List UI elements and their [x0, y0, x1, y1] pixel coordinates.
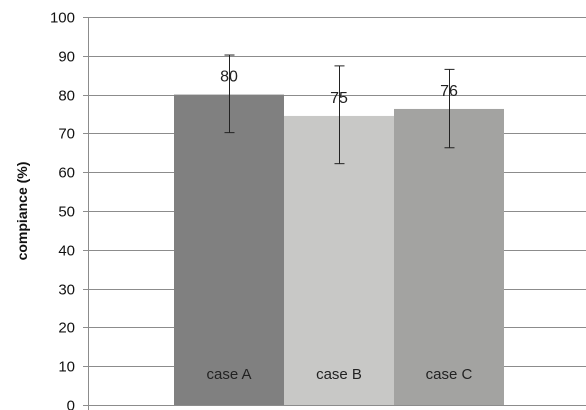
data-label-case-c: 76 [440, 83, 458, 100]
y-tick-label-60: 60 [58, 165, 75, 182]
bars [174, 94, 504, 406]
bar-case-c [394, 108, 504, 406]
data-labels: 80 case A 75 case B 76 case C [206, 69, 472, 383]
y-tick-label-90: 90 [58, 49, 75, 66]
bar-case-a [174, 94, 284, 405]
y-tick-label-70: 70 [58, 126, 75, 143]
y-tick-label-40: 40 [58, 243, 75, 260]
y-axis: 0 10 20 30 40 50 60 70 80 90 100 [50, 10, 89, 410]
y-tick-label-30: 30 [58, 282, 75, 299]
y-tick-label-0: 0 [67, 398, 75, 410]
y-tick-label-50: 50 [58, 204, 75, 221]
data-label-case-a: 80 [220, 69, 238, 86]
data-label-case-b: 75 [330, 90, 348, 107]
category-label-case-b: case B [316, 366, 362, 383]
category-label-case-c: case C [426, 366, 473, 383]
y-tick-label-100: 100 [50, 10, 75, 27]
y-axis-title: compiance (%) [14, 162, 30, 261]
y-tick-label-80: 80 [58, 88, 75, 105]
y-tick-label-10: 10 [58, 359, 75, 376]
y-tick-label-20: 20 [58, 320, 75, 337]
error-bars [224, 54, 455, 165]
category-label-case-a: case A [206, 366, 251, 383]
